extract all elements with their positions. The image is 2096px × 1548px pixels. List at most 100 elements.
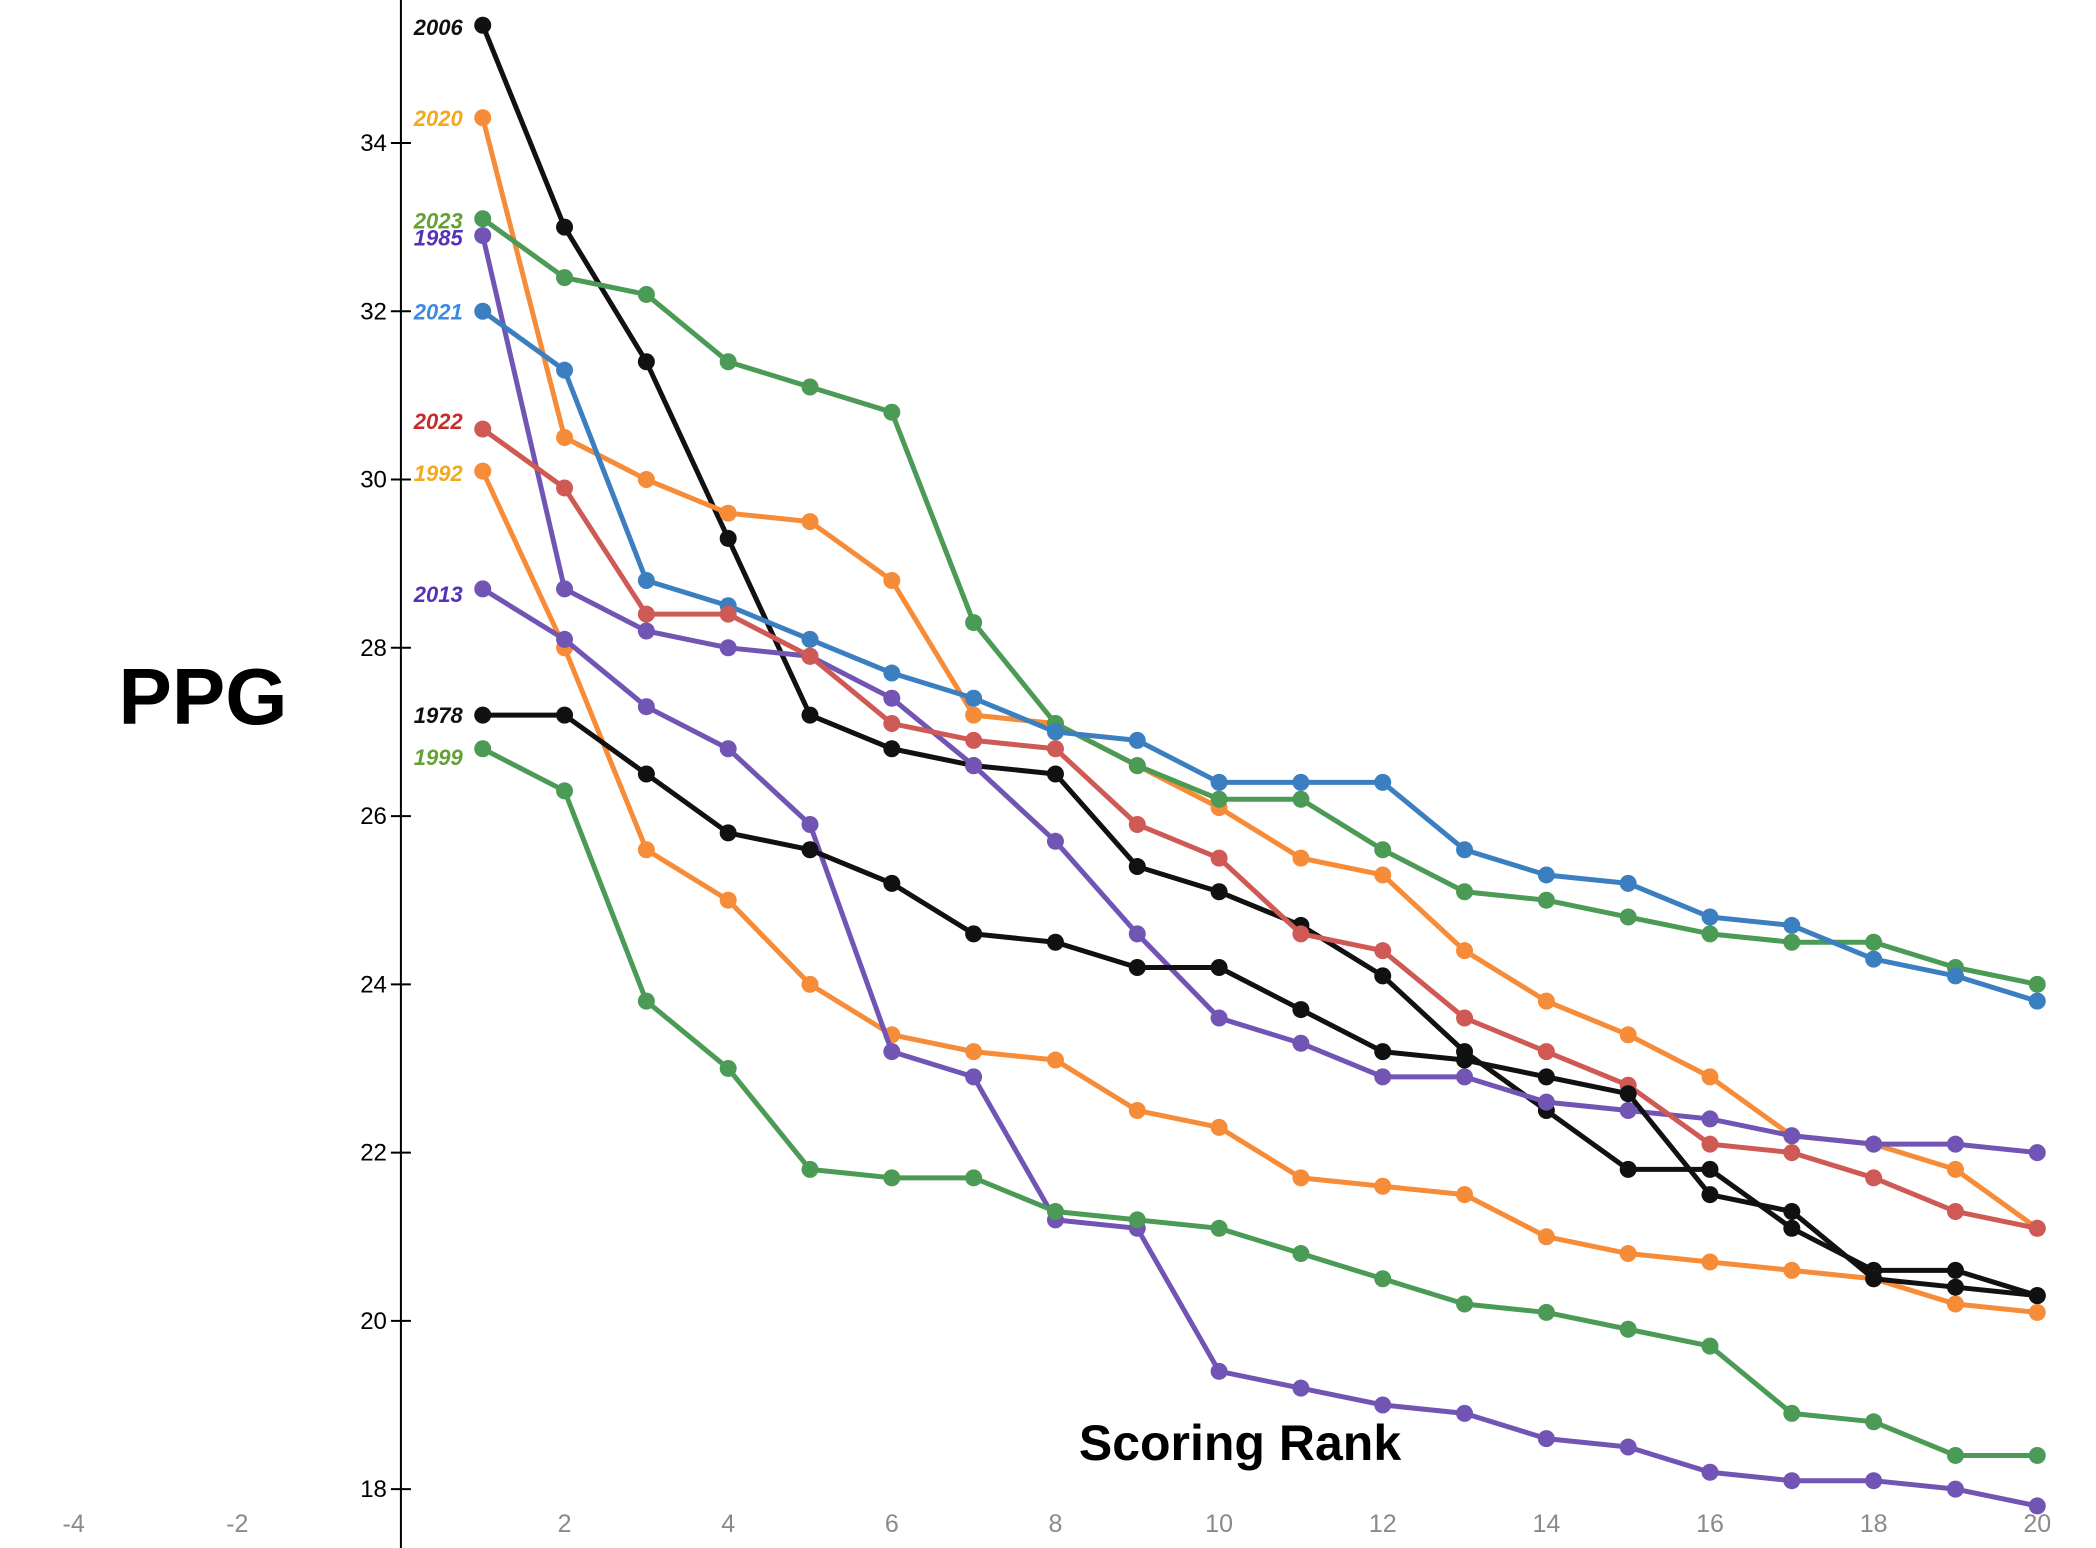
data-point [1210, 790, 1228, 808]
data-point [1865, 1413, 1883, 1431]
data-point [965, 1169, 983, 1187]
series-label: 1992 [414, 461, 464, 486]
data-point [637, 841, 655, 859]
data-point [474, 706, 492, 724]
data-point [474, 302, 492, 320]
data-point [1046, 1051, 1064, 1069]
data-point [801, 647, 819, 665]
data-point [1783, 1261, 1801, 1279]
data-point [965, 706, 983, 724]
series-2021 [474, 302, 2046, 1010]
data-point [1783, 1404, 1801, 1422]
data-point [965, 925, 983, 943]
data-point [1865, 1270, 1883, 1288]
data-point [801, 975, 819, 993]
data-point [801, 513, 819, 531]
data-point [1292, 1169, 1310, 1187]
series-line [481, 309, 2039, 1004]
data-point [801, 378, 819, 396]
data-point [1210, 1118, 1228, 1136]
data-point [1210, 1362, 1228, 1380]
data-point [883, 572, 901, 589]
data-point [1946, 1480, 1964, 1498]
data-point [1701, 1135, 1719, 1153]
data-point [1619, 1026, 1637, 1044]
y-tick-label: 18 [360, 1476, 387, 1503]
data-point [2028, 1303, 2046, 1321]
data-point [1946, 1278, 1964, 1296]
series-label: 2022 [413, 409, 464, 434]
series-2013 [474, 580, 2046, 1515]
y-tick-label: 28 [360, 635, 387, 662]
series-1992 [474, 462, 2046, 1321]
data-point [1946, 1135, 1964, 1153]
y-tick-label: 20 [360, 1308, 387, 1335]
data-point [637, 285, 655, 303]
data-point [474, 740, 492, 758]
series-label: 2006 [413, 15, 464, 40]
data-point [1210, 849, 1228, 867]
data-point [1783, 1219, 1801, 1237]
data-point [1046, 832, 1064, 850]
data-point [1456, 883, 1474, 901]
data-point [1537, 1430, 1555, 1448]
y-tick-label: 34 [360, 130, 387, 157]
data-point [556, 580, 574, 598]
data-point [1374, 773, 1392, 791]
data-point [801, 630, 819, 648]
data-point [1292, 849, 1310, 867]
data-point [1783, 1127, 1801, 1145]
series-line [480, 235, 2038, 1156]
data-point [883, 403, 901, 421]
data-point [637, 765, 655, 783]
data-point [719, 353, 737, 371]
series-label: 1999 [414, 745, 464, 770]
data-point [2028, 1219, 2046, 1237]
data-point [1210, 1009, 1228, 1027]
data-point [1210, 883, 1228, 901]
x-tick-label: 8 [1049, 1510, 1063, 1538]
y-tick-label: 26 [360, 803, 387, 830]
data-point [1374, 1396, 1392, 1414]
data-point [556, 782, 574, 800]
series-label: 1985 [414, 226, 464, 251]
y-axis-label: PPG [119, 652, 288, 741]
data-point [1456, 1186, 1474, 1204]
data-point [1783, 1472, 1801, 1490]
data-point [1701, 908, 1719, 926]
data-point [2028, 1144, 2046, 1162]
series-1999 [474, 740, 2046, 1464]
data-point [1456, 1051, 1474, 1069]
data-point [1374, 866, 1392, 884]
series-line [482, 712, 2038, 1299]
data-point [719, 504, 737, 522]
data-point [1946, 967, 1964, 985]
data-point [1619, 1320, 1637, 1338]
x-tick-label: 10 [1205, 1510, 1233, 1538]
data-point [1537, 1043, 1555, 1061]
series-2006 [474, 16, 2046, 1305]
data-point [719, 824, 737, 842]
y-axis: 18 20 22 24 26 28 30 32 34 [360, 0, 411, 1548]
data-point [1046, 765, 1064, 783]
data-point [556, 361, 574, 379]
data-point [2028, 1287, 2046, 1305]
x-tick-label: 4 [721, 1510, 735, 1538]
y-tick-label: 30 [360, 467, 387, 494]
x-tick-label: 6 [885, 1510, 899, 1538]
data-point [719, 740, 737, 758]
data-point [1946, 1261, 1964, 1279]
data-point [1046, 723, 1064, 741]
data-point [1128, 731, 1146, 749]
data-point [801, 1160, 819, 1178]
data-point [1374, 1068, 1392, 1086]
series-1985 [474, 227, 2046, 1162]
data-point [801, 706, 819, 724]
data-point [883, 740, 901, 758]
data-point [1210, 959, 1228, 976]
data-point [474, 16, 492, 34]
data-point [1701, 1068, 1719, 1086]
data-point [965, 614, 983, 632]
data-point [1128, 925, 1146, 943]
